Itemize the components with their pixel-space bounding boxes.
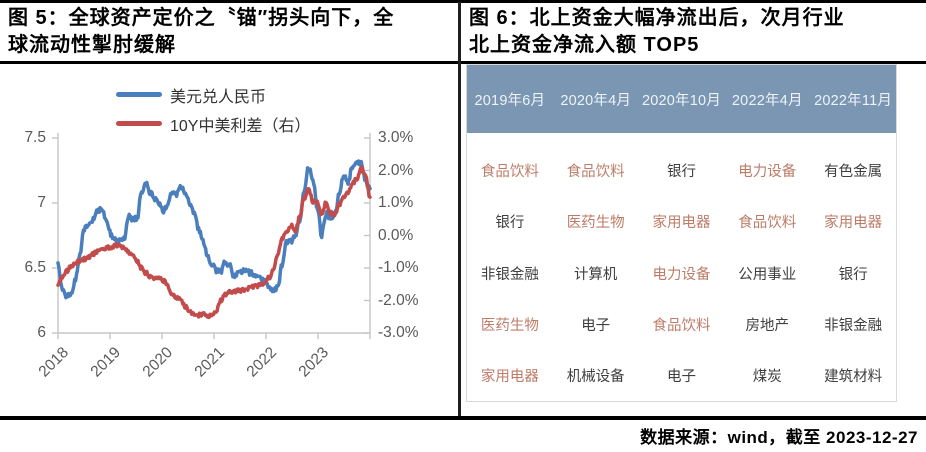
industry-cell: 医药生物 (566, 215, 625, 232)
legend-item-usdcny: 美元兑人民币 (116, 80, 310, 109)
industry-cell: 建筑材料 (824, 368, 883, 385)
industry-cell: 食品饮料 (738, 215, 797, 232)
industry-cell: 食品饮料 (652, 317, 711, 334)
legend-item-spread: 10Y中美利差（右） (116, 109, 310, 138)
figure6-title: 图 6：北上资金大幅净流出后，次月行业北上资金净流入额 TOP5 (461, 3, 926, 64)
industry-cell: 机械设备 (566, 368, 625, 385)
chart-canvas (52, 133, 372, 339)
panel-divider (458, 2, 461, 416)
table-row: 食品饮料 食品饮料 银行 电力设备 有色金属 (467, 145, 896, 196)
right-axis-tick-label: 0.0% (378, 226, 414, 244)
table-row: 医药生物 电子 食品饮料 房地产 非银金融 (467, 299, 896, 350)
industry-cell: 有色金属 (824, 164, 883, 181)
left-axis-tick-label: 6 (37, 324, 46, 341)
column-header: 2022年4月 (731, 92, 803, 109)
legend-line-icon (116, 92, 162, 97)
industry-cell: 银行 (495, 215, 525, 232)
data-source-note: 数据来源：wind，截至 2023-12-27 (640, 428, 918, 447)
right-axis-tick-label: 2.0% (378, 161, 414, 179)
table-row: 非银金融 计算机 电力设备 公用事业 银行 (467, 247, 896, 298)
right-axis-tick-label: -2.0% (378, 291, 419, 309)
column-header: 2022年11月 (814, 92, 893, 109)
bottom-border-rule (0, 416, 926, 420)
right-axis-tick-label: 3.0% (378, 129, 414, 146)
right-axis-tick-label: -1.0% (378, 259, 419, 276)
industry-cell: 非银金融 (480, 266, 539, 283)
top-border-rule (0, 0, 926, 3)
industry-cell: 煤炭 (752, 368, 782, 385)
industry-cell: 食品饮料 (480, 164, 539, 181)
figure5-title: 图 5：全球资产定价之〝锚″拐头向下，全球流动性掣肘缓解 (0, 3, 458, 64)
industry-cell: 家用电器 (824, 215, 883, 232)
column-header: 2020年10月 (641, 92, 721, 109)
industry-cell: 电力设备 (738, 164, 797, 181)
legend-label: 10Y中美利差（右） (170, 117, 311, 135)
industry-cell: 公用事业 (738, 266, 797, 283)
industry-cell: 电子 (581, 317, 611, 334)
legend-line-icon (116, 121, 162, 126)
chart-legend: 美元兑人民币 10Y中美利差（右） (116, 80, 310, 138)
industry-cell: 医药生物 (480, 317, 539, 334)
column-header: 2020年4月 (560, 92, 632, 109)
industry-cell: 房地产 (745, 317, 790, 334)
column-header: 2019年6月 (474, 92, 546, 109)
usdcny-spread-chart: 美元兑人民币 10Y中美利差（右） 7.5 7 6.5 6 3.0% 2.0% 1.0% 0.0… (0, 60, 458, 416)
table-row: 银行 医药生物 家用电器 食品饮料 家用电器 (467, 196, 896, 247)
industry-cell: 电力设备 (652, 266, 711, 283)
right-axis-tick-label: -3.0% (378, 324, 419, 341)
table-body: 食品饮料 食品饮料 银行 电力设备 有色金属 银行 医药生物 家用电器 食品饮料 家用电器 非银金融… (467, 133, 896, 401)
industry-cell: 非银金融 (824, 317, 883, 334)
right-axis-tick-label: 1.0% (378, 194, 414, 211)
left-axis-tick-label: 7.5 (24, 129, 46, 146)
left-axis-tick-label: 7 (37, 194, 46, 211)
industry-cell: 家用电器 (652, 215, 711, 232)
industry-cell: 电子 (666, 368, 696, 385)
industry-cell: 食品饮料 (566, 164, 625, 181)
industry-cell: 银行 (666, 164, 696, 181)
legend-label: 美元兑人民币 (170, 88, 267, 106)
industry-cell: 银行 (838, 266, 868, 283)
table-row: 家用电器 机械设备 电子 煤炭 建筑材料 (467, 350, 896, 401)
northbound-flow-table: 2019年6月 2020年4月 2020年10月 2022年4月 2022年11月 食品… (466, 64, 897, 402)
industry-cell: 家用电器 (480, 368, 539, 385)
industry-cell: 计算机 (573, 266, 618, 283)
table-header-row: 2019年6月 2020年4月 2020年10月 2022年4月 2022年11月 (467, 65, 896, 133)
left-axis-tick-label: 6.5 (24, 259, 46, 276)
usdcny-line-series (56, 159, 372, 300)
rate-spread-line-series (56, 165, 372, 320)
